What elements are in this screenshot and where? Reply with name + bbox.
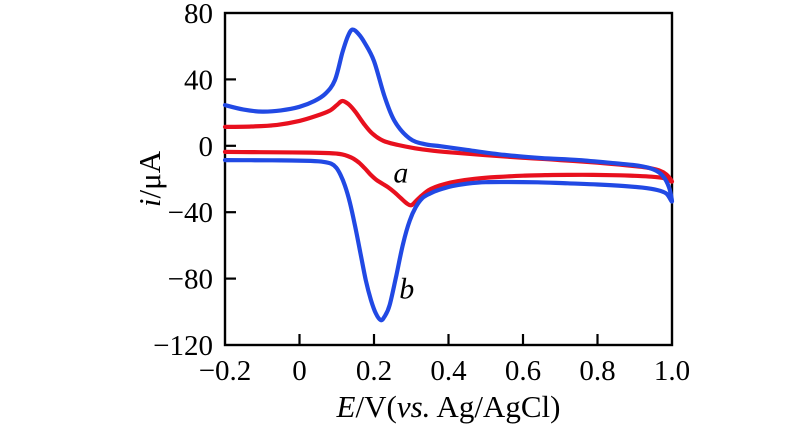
y-tick-label: 40	[184, 64, 213, 96]
plot-frame	[223, 11, 674, 347]
y-axis-title: i/μA	[132, 150, 167, 207]
x-tick-label: 1.0	[654, 355, 690, 387]
curve-a-path	[222, 98, 675, 208]
y-tick-label: −120	[153, 330, 213, 362]
curve-b-annotation: b	[399, 273, 414, 306]
y-tick-label: −40	[168, 197, 213, 229]
x-tick-label: 0	[292, 355, 307, 387]
x-tick-label: 0.8	[579, 355, 615, 387]
x-tick-label: 0.4	[430, 355, 467, 387]
y-tick-label: −80	[168, 264, 213, 296]
y-tick-label: 0	[199, 131, 214, 163]
x-axis-title: E/V(vs. Ag/AgCl)	[336, 389, 561, 424]
curve-a-annotation: a	[393, 156, 408, 189]
curve-b-path	[222, 27, 675, 323]
y-tick-label: 80	[184, 0, 213, 30]
x-tick-label: −0.2	[199, 355, 252, 387]
x-tick-label: 0.2	[356, 355, 392, 387]
x-tick-label: 0.6	[505, 355, 541, 387]
